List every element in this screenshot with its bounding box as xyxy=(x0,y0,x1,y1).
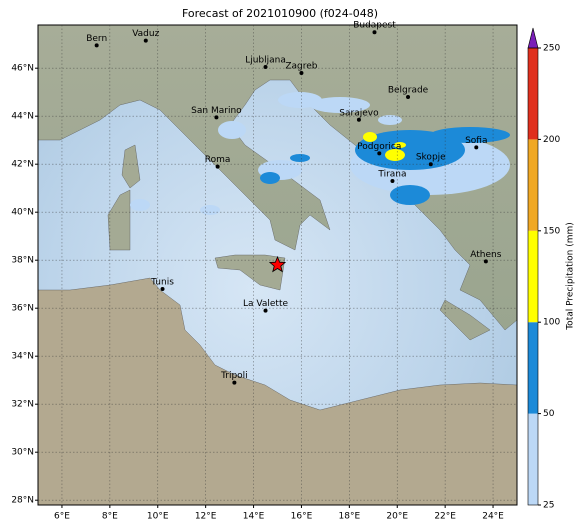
city-dot xyxy=(94,43,99,48)
city-label: Budapest xyxy=(353,21,396,31)
city-dot xyxy=(377,151,382,156)
map-frame xyxy=(37,24,518,506)
y-tick-label: 38°N xyxy=(11,256,34,266)
city-dot xyxy=(406,95,411,99)
city-label: San Marino xyxy=(191,106,242,116)
city-dot xyxy=(263,308,268,313)
city-label: Roma xyxy=(205,155,231,165)
colorbar-segment xyxy=(528,413,538,505)
city-label: Vaduz xyxy=(132,29,159,39)
city-dot xyxy=(299,71,304,75)
colorbar-tick-label: 25 xyxy=(543,501,554,511)
x-tick-label: 10°E xyxy=(147,512,169,522)
city-label: Zagreb xyxy=(285,62,317,72)
city-label: Skopje xyxy=(416,153,446,163)
location-star xyxy=(268,255,287,273)
city-dot xyxy=(160,287,165,291)
x-tick-label: 22°E xyxy=(434,512,456,522)
colorbar-frame xyxy=(527,47,539,506)
colorbar-segment xyxy=(528,139,538,231)
x-tick-label: 8°E xyxy=(102,512,118,522)
colorbar-tick-label: 250 xyxy=(543,44,560,54)
city-dot xyxy=(214,115,219,120)
city-label: Bern xyxy=(86,34,107,44)
city-dot xyxy=(143,38,148,43)
colorbar-segment xyxy=(528,322,538,414)
y-tick-label: 46°N xyxy=(11,64,34,74)
city-dot xyxy=(263,65,268,69)
colorbar-segment xyxy=(528,230,538,323)
colorbar-tick-label: 200 xyxy=(543,135,560,145)
map-title: Forecast of 2021010900 (f024-048) xyxy=(182,7,378,20)
city-label: Sofia xyxy=(465,136,487,146)
x-tick-label: 18°E xyxy=(339,512,361,522)
x-tick-label: 6°E xyxy=(54,512,70,522)
city-label: Sarajevo xyxy=(339,108,379,118)
y-tick-label: 32°N xyxy=(11,400,34,410)
city-label: Podgorica xyxy=(357,142,401,152)
city-label: Belgrade xyxy=(388,86,429,96)
city-dot xyxy=(356,117,361,122)
city-dot xyxy=(232,380,237,385)
city-dot xyxy=(215,164,220,169)
x-tick-label: 12°E xyxy=(195,512,217,522)
city-label: Ljubljana xyxy=(245,56,286,66)
colorbar-label: Total Precipitation (mm) xyxy=(566,222,576,331)
x-tick-label: 24°E xyxy=(482,512,504,522)
city-dot xyxy=(372,30,377,35)
colorbar-tick-label: 50 xyxy=(543,409,555,419)
city-dot xyxy=(474,145,479,150)
x-tick-label: 16°E xyxy=(291,512,313,522)
city-label: Tripoli xyxy=(220,371,248,381)
y-tick-label: 30°N xyxy=(11,448,34,458)
colorbar-segment xyxy=(528,48,538,140)
y-tick-label: 42°N xyxy=(11,160,34,170)
city-label: Tirana xyxy=(377,170,406,180)
city-dot xyxy=(390,179,395,183)
y-tick-label: 40°N xyxy=(11,208,34,218)
x-tick-label: 20°E xyxy=(386,512,408,522)
city-label: La Valette xyxy=(243,299,288,309)
city-dot xyxy=(428,162,433,167)
y-tick-label: 28°N xyxy=(11,496,34,506)
y-tick-label: 44°N xyxy=(11,112,34,122)
city-dot xyxy=(483,259,488,264)
colorbar-tick-label: 150 xyxy=(543,226,560,236)
city-label: Athens xyxy=(470,250,501,260)
y-tick-label: 34°N xyxy=(11,352,34,362)
colorbar-extension xyxy=(527,27,539,49)
x-tick-label: 14°E xyxy=(243,512,265,522)
y-tick-label: 36°N xyxy=(11,304,34,314)
colorbar-tick-label: 100 xyxy=(543,318,560,328)
city-label: Tunis xyxy=(150,278,174,288)
basemap xyxy=(38,25,517,505)
